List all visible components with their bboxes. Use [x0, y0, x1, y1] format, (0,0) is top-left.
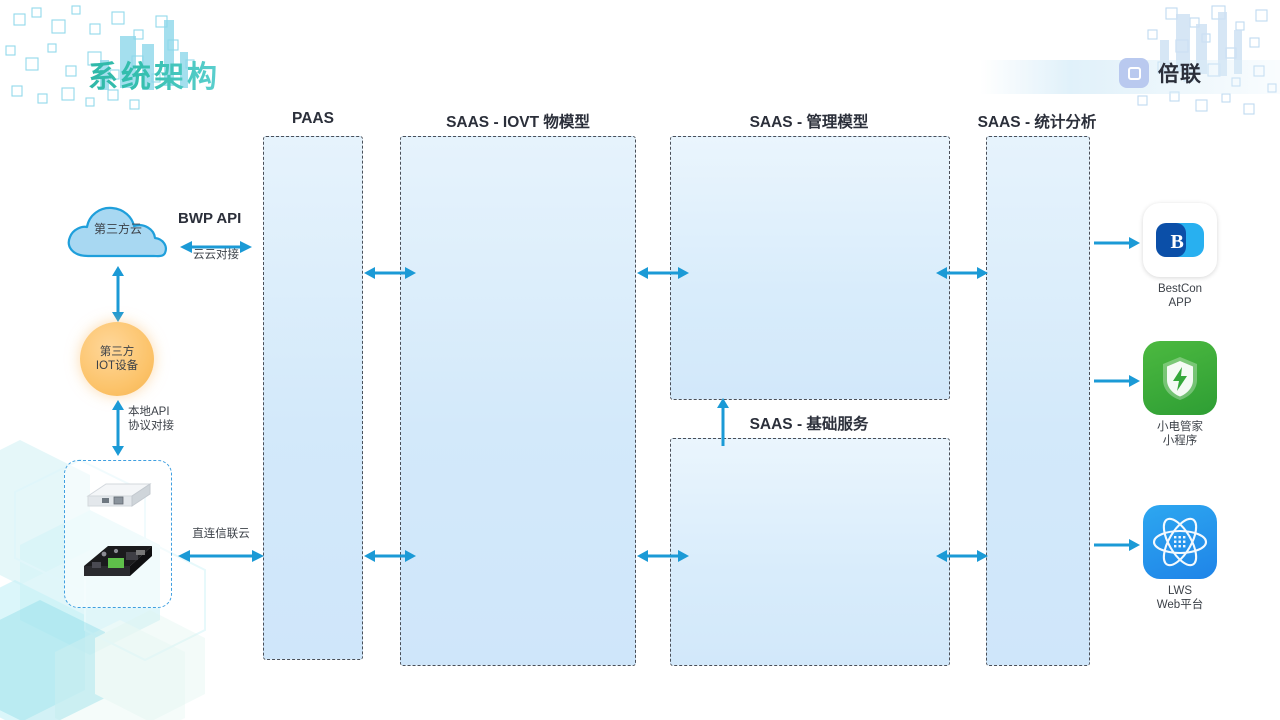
local-api-label: 本地API 协议对接 — [128, 406, 174, 433]
app-lws[interactable]: LWS Web平台 — [1142, 505, 1218, 613]
app-xiaodian[interactable]: 小电管家 小程序 — [1142, 341, 1218, 449]
arrow-iovt-to-base — [637, 550, 689, 562]
column-title-stats: SAAS - 统计分析 — [977, 114, 1097, 131]
arrow-gateway-to-paas — [178, 550, 264, 562]
cloud-link-label: 云云对接 — [193, 249, 239, 261]
arrow-stats-to-bestcon — [1094, 237, 1140, 249]
app-lws-label: LWS Web平台 — [1156, 585, 1204, 612]
iovt-group — [400, 136, 636, 666]
arrow-iot-to-gateway — [112, 400, 124, 456]
third-party-cloud-icon — [67, 206, 167, 258]
arrow-manage-to-stats — [936, 267, 988, 279]
direct-link-label: 直连信联云 — [192, 528, 250, 540]
app-bestcon[interactable]: B BestCon APP — [1142, 203, 1218, 311]
stats-group — [986, 136, 1090, 666]
page-title: 系统架构 — [88, 52, 220, 96]
paas-group — [263, 136, 363, 660]
svg-text:B: B — [1171, 231, 1184, 253]
arrow-cloud-to-cloud — [180, 241, 252, 253]
bwp-api-label: BWP API — [178, 210, 242, 227]
atom-icon — [1143, 505, 1217, 579]
column-title-paas: PAAS — [292, 110, 334, 127]
iot-gateway-image — [86, 483, 152, 507]
arrow-base-to-stats — [936, 550, 988, 562]
arrow-stats-to-lws — [1094, 539, 1140, 551]
bestcon-app-icon: B — [1143, 203, 1217, 277]
column-title-base: SAAS - 基础服务 — [749, 416, 869, 433]
arrow-paas-to-iovt-bottom — [364, 550, 416, 562]
third-party-iot-device-label: 第三方 IOT设备 — [95, 345, 139, 372]
column-title-iovt: SAAS - IOVT 物模型 — [446, 114, 590, 131]
brand-name: 倍联 — [1158, 63, 1202, 86]
manage-group — [670, 136, 950, 400]
third-party-iot-device: 第三方 IOT设备 — [80, 322, 154, 396]
bottom-left-hex-decoration-2 — [0, 600, 205, 720]
base-services-group — [670, 438, 950, 666]
brand-logo: 倍联 — [1119, 58, 1202, 88]
arrow-cloud-to-iot — [112, 266, 124, 322]
arrow-stats-to-xiaodian — [1094, 375, 1140, 387]
arrow-iovt-to-manage — [637, 267, 689, 279]
arrow-paas-to-iovt-top — [364, 267, 416, 279]
shield-bolt-icon — [1143, 341, 1217, 415]
rounded-square-icon — [1119, 58, 1149, 88]
column-title-manage: SAAS - 管理模型 — [749, 114, 869, 131]
app-xiaodian-label: 小电管家 小程序 — [1157, 421, 1203, 448]
third-party-cloud-label: 第三方云 — [93, 222, 142, 236]
edge-compute-gateway-image — [84, 546, 152, 576]
app-bestcon-label: BestCon APP — [1157, 283, 1203, 310]
arrow-base-to-manage — [717, 398, 729, 446]
